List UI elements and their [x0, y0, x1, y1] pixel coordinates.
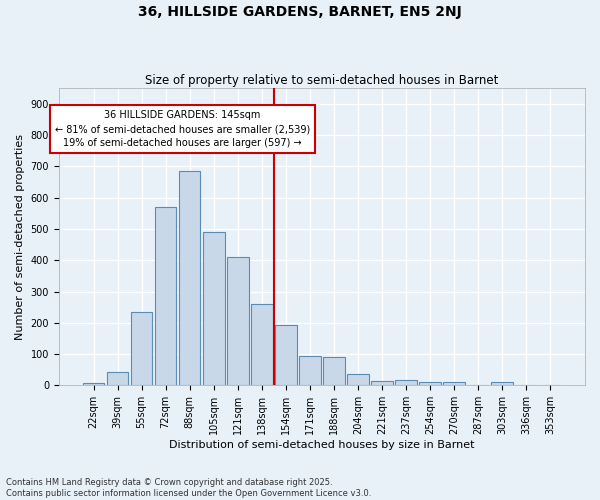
Bar	[155, 207, 176, 386]
Bar	[131, 312, 152, 386]
Bar	[227, 257, 248, 386]
Text: 36, HILLSIDE GARDENS, BARNET, EN5 2NJ: 36, HILLSIDE GARDENS, BARNET, EN5 2NJ	[138, 5, 462, 19]
Bar	[419, 382, 441, 386]
X-axis label: Distribution of semi-detached houses by size in Barnet: Distribution of semi-detached houses by …	[169, 440, 475, 450]
Bar	[347, 374, 369, 386]
Bar	[107, 372, 128, 386]
Bar	[323, 357, 345, 386]
Text: Contains HM Land Registry data © Crown copyright and database right 2025.
Contai: Contains HM Land Registry data © Crown c…	[6, 478, 371, 498]
Bar	[251, 304, 272, 386]
Bar	[491, 382, 513, 386]
Bar	[299, 356, 320, 386]
Bar	[395, 380, 417, 386]
Bar	[515, 384, 537, 386]
Title: Size of property relative to semi-detached houses in Barnet: Size of property relative to semi-detach…	[145, 74, 499, 87]
Bar	[83, 383, 104, 386]
Bar	[179, 171, 200, 386]
Text: 36 HILLSIDE GARDENS: 145sqm
← 81% of semi-detached houses are smaller (2,539)
19: 36 HILLSIDE GARDENS: 145sqm ← 81% of sem…	[55, 110, 310, 148]
Bar	[275, 325, 296, 386]
Bar	[203, 232, 224, 386]
Y-axis label: Number of semi-detached properties: Number of semi-detached properties	[15, 134, 25, 340]
Bar	[443, 382, 465, 386]
Bar	[371, 380, 393, 386]
